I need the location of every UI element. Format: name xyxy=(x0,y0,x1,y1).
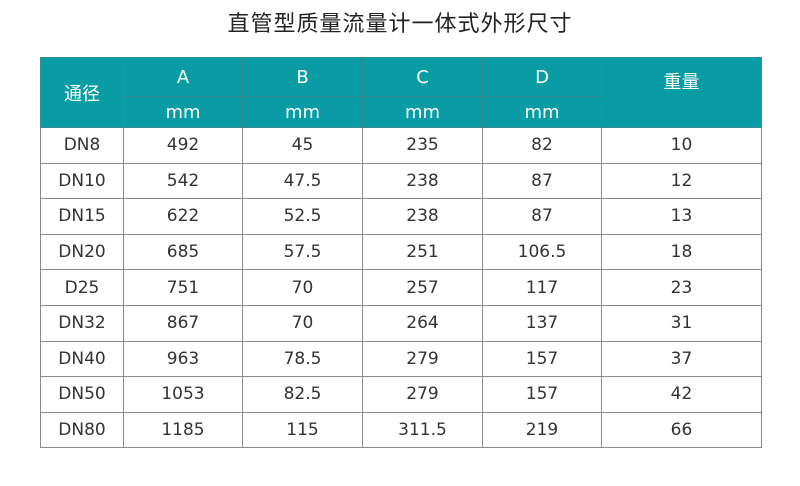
table-cell: 57.5 xyxy=(242,233,363,271)
table-cell: 37 xyxy=(601,340,762,378)
table-cell: 257 xyxy=(362,269,483,306)
table-cell: 12 xyxy=(601,162,762,200)
table-cell: 78.5 xyxy=(242,340,363,378)
header-diameter: 通径 xyxy=(40,57,124,128)
header-unit: mm xyxy=(242,96,363,128)
table-body: DN8 492 45 235 82 10 DN10 542 47.5 238 87 12 DN15 622… xyxy=(40,127,762,449)
table-cell: 238 xyxy=(362,162,483,200)
table-row: DN10 542 47.5 238 87 12 xyxy=(40,162,762,200)
dimensions-table: 通径 A B C D 重量 mm mm mm mm DN8 492 45 235 82 1… xyxy=(40,57,762,449)
table-row: DN15 622 52.5 238 87 13 xyxy=(40,198,762,235)
table-cell: 264 xyxy=(362,304,483,342)
table-row: DN20 685 57.5 251 106.5 18 xyxy=(40,233,762,271)
table-cell: 251 xyxy=(362,233,483,271)
table-cell: 31 xyxy=(601,304,762,342)
table-cell: DN80 xyxy=(40,411,124,449)
table-cell: 115 xyxy=(242,411,363,449)
table-cell: 137 xyxy=(482,304,602,342)
table-cell: 622 xyxy=(123,198,243,235)
table-cell: 52.5 xyxy=(242,198,363,235)
table-cell: 157 xyxy=(482,340,602,378)
table-cell: 47.5 xyxy=(242,162,363,200)
table-cell: 82.5 xyxy=(242,376,363,413)
header-unit: mm xyxy=(123,96,243,128)
page-title: 直管型质量流量计一体式外形尺寸 xyxy=(227,12,573,37)
table-cell: 87 xyxy=(482,162,602,200)
table-cell: 219 xyxy=(482,411,602,449)
table-row: DN40 963 78.5 279 157 37 xyxy=(40,340,762,378)
table-cell: 18 xyxy=(601,233,762,271)
table-cell: DN20 xyxy=(40,233,124,271)
table-cell: 70 xyxy=(242,304,363,342)
table-cell: 23 xyxy=(601,269,762,306)
table-cell: 279 xyxy=(362,376,483,413)
table-cell: 1185 xyxy=(123,411,243,449)
table-row: DN8 492 45 235 82 10 xyxy=(40,127,762,164)
header-c: C xyxy=(362,57,483,97)
table-cell: DN40 xyxy=(40,340,124,378)
table-cell: 82 xyxy=(482,127,602,164)
table-cell: 751 xyxy=(123,269,243,306)
header-a: A xyxy=(123,57,243,97)
table-cell: DN8 xyxy=(40,127,124,164)
header-unit: mm xyxy=(482,96,602,128)
table-cell: 238 xyxy=(362,198,483,235)
table-cell: 963 xyxy=(123,340,243,378)
table-cell: 66 xyxy=(601,411,762,449)
header-unit: mm xyxy=(362,96,483,128)
table-cell: 42 xyxy=(601,376,762,413)
table-cell: 685 xyxy=(123,233,243,271)
table-cell: 87 xyxy=(482,198,602,235)
table-cell: 1053 xyxy=(123,376,243,413)
header-b: B xyxy=(242,57,363,97)
table-row: DN80 1185 115 311.5 219 66 xyxy=(40,411,762,449)
table-cell: 279 xyxy=(362,340,483,378)
table-row: D25 751 70 257 117 23 xyxy=(40,269,762,306)
table-cell: 542 xyxy=(123,162,243,200)
table-cell: 10 xyxy=(601,127,762,164)
table-cell: 492 xyxy=(123,127,243,164)
table-cell: 867 xyxy=(123,304,243,342)
header-weight: 重量 xyxy=(601,57,762,128)
table-cell: D25 xyxy=(40,269,124,306)
table-cell: 157 xyxy=(482,376,602,413)
table-row: DN50 1053 82.5 279 157 42 xyxy=(40,376,762,413)
table-cell: 70 xyxy=(242,269,363,306)
table-cell: 311.5 xyxy=(362,411,483,449)
table-cell: 106.5 xyxy=(482,233,602,271)
table-cell: 117 xyxy=(482,269,602,306)
table-cell: DN50 xyxy=(40,376,124,413)
table-cell: 45 xyxy=(242,127,363,164)
table-cell: DN10 xyxy=(40,162,124,200)
table-row: DN32 867 70 264 137 31 xyxy=(40,304,762,342)
table-cell: 13 xyxy=(601,198,762,235)
header-d: D xyxy=(482,57,602,97)
table-cell: DN32 xyxy=(40,304,124,342)
table-cell: DN15 xyxy=(40,198,124,235)
table-cell: 235 xyxy=(362,127,483,164)
